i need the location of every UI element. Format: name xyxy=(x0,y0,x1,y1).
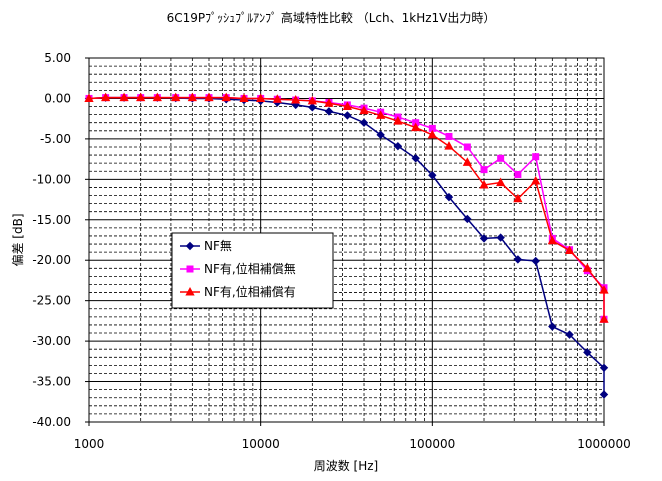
legend-swatch-marker xyxy=(186,265,194,273)
data-point xyxy=(444,192,454,202)
data-point xyxy=(480,166,488,174)
x-tick-label: 1000 xyxy=(74,437,105,451)
data-point xyxy=(599,285,609,294)
data-point xyxy=(479,179,489,189)
data-point xyxy=(496,233,505,242)
data-point xyxy=(291,95,301,104)
data-point xyxy=(547,235,557,245)
y-tick-label: -25.00 xyxy=(32,294,71,308)
data-point xyxy=(514,170,522,178)
y-tick-label: -40.00 xyxy=(32,415,71,429)
data-point xyxy=(531,175,541,185)
y-tick-label: -15.00 xyxy=(32,213,71,227)
data-point xyxy=(324,98,334,107)
data-point xyxy=(100,92,111,102)
data-point xyxy=(479,234,489,243)
data-point xyxy=(583,348,592,357)
x-tick-label: 10000 xyxy=(242,437,280,451)
legend-item: NF有,位相補償有 xyxy=(180,284,296,299)
data-point xyxy=(84,93,94,102)
legend-item: NF無 xyxy=(180,238,232,253)
data-point xyxy=(256,93,266,102)
legend-label: NF無 xyxy=(204,238,232,253)
data-point xyxy=(119,92,129,102)
data-point xyxy=(324,107,334,116)
data-point xyxy=(463,143,471,151)
data-point xyxy=(582,263,593,272)
data-point xyxy=(376,130,385,140)
data-point xyxy=(599,363,609,373)
data-point xyxy=(272,94,282,103)
y-tick-label: 5.00 xyxy=(44,51,71,65)
data-point xyxy=(548,322,557,331)
data-point xyxy=(444,141,454,150)
data-point xyxy=(445,132,453,140)
data-point xyxy=(428,171,437,180)
data-point xyxy=(187,92,197,102)
data-point xyxy=(204,92,214,102)
y-tick-label: -5.00 xyxy=(40,132,71,146)
y-tick-label: -20.00 xyxy=(32,253,71,267)
data-point xyxy=(239,93,249,102)
y-tick-label: -35.00 xyxy=(32,375,71,389)
data-point xyxy=(496,177,506,187)
data-point xyxy=(462,157,473,166)
y-axis-label: 偏差 [dB] xyxy=(10,213,25,266)
y-tick-label: -30.00 xyxy=(32,334,71,348)
y-tick-label: -10.00 xyxy=(32,172,71,186)
data-point xyxy=(359,105,369,115)
data-point xyxy=(532,153,540,161)
data-point xyxy=(307,95,317,105)
x-tick-label: 1000000 xyxy=(577,437,630,451)
legend-label: NF有,位相補償有 xyxy=(204,284,296,299)
legend-box xyxy=(171,232,334,309)
data-point xyxy=(359,118,369,127)
legend-swatch-marker xyxy=(185,241,195,251)
x-tick-label: 100000 xyxy=(409,437,455,451)
data-point xyxy=(171,92,181,102)
data-point xyxy=(564,245,575,255)
data-point xyxy=(531,256,540,266)
data-point xyxy=(393,116,403,125)
data-point xyxy=(308,103,317,112)
data-point xyxy=(513,255,523,264)
data-point xyxy=(221,92,231,102)
chart-title: 6C19Pﾌﾟｯｼｭﾌﾟﾙｱﾝﾌﾟ 高域特性比較 （Lch、1kHz1V出力時） xyxy=(167,10,496,25)
legend-swatch-marker xyxy=(185,286,195,296)
data-point xyxy=(411,122,421,132)
data-point xyxy=(513,193,523,203)
data-point xyxy=(427,129,437,139)
data-point xyxy=(376,110,386,119)
data-point xyxy=(343,111,352,120)
data-point xyxy=(565,330,574,339)
x-axis-label: 周波数 [Hz] xyxy=(314,458,379,473)
y-axis-ticks: 5.00 0.00 -5.00 -10.00 -15.00 -20.00 -25.00 -30… xyxy=(32,51,89,429)
series-layer xyxy=(84,92,609,399)
legend-item: NF有,位相補償無 xyxy=(180,261,296,276)
data-point xyxy=(599,314,609,323)
data-point xyxy=(152,92,162,102)
data-point xyxy=(411,154,420,163)
data-point xyxy=(497,154,505,162)
series-3 xyxy=(84,92,609,323)
data-point xyxy=(342,101,353,111)
data-point xyxy=(393,141,403,151)
data-point xyxy=(599,390,609,399)
data-point xyxy=(463,214,472,224)
legend: NF無 NF有,位相補償無 NF有,位相補償有 xyxy=(171,232,334,309)
legend-label: NF有,位相補償無 xyxy=(204,261,296,276)
data-point xyxy=(136,92,146,102)
x-axis-ticks: 1000 10000 100000 1000000 xyxy=(74,422,631,451)
plot-border xyxy=(88,57,605,423)
y-tick-label: 0.00 xyxy=(44,91,71,105)
